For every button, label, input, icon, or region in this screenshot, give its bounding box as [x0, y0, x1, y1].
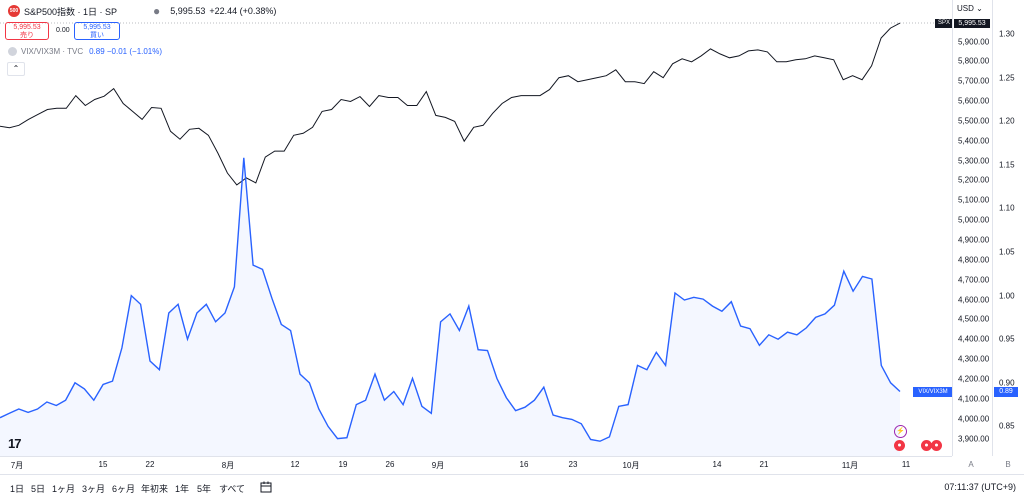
vix-legend-name: VIX/VIX3M · TVC: [21, 47, 84, 56]
range-button[interactable]: 3ヶ月: [82, 484, 106, 494]
tradingview-logo[interactable]: 17: [8, 436, 22, 451]
spx-price-line: [0, 22, 901, 186]
time-axis-tick: 26: [385, 460, 395, 469]
buy-price: 5,995.53: [83, 24, 111, 31]
spx-price-tag-value: 5,995.53: [954, 19, 990, 28]
time-axis-tick: 7月: [10, 461, 24, 470]
time-axis-tick: 9月: [431, 461, 445, 470]
left-axis-tick: 4,900.00: [958, 235, 990, 245]
left-axis-tick: 5,800.00: [958, 56, 990, 66]
left-axis-tick: 5,500.00: [958, 116, 990, 126]
price-axis-left[interactable]: USD ⌄ 5,900.00 5,800.00 5,700.00 5,600.00 5,…: [952, 0, 993, 456]
collapse-legend-icon[interactable]: ⌃: [7, 62, 25, 76]
market-status-dot: ●: [153, 4, 161, 18]
left-axis-tick: 3,900.00: [958, 434, 990, 443]
scale-b-button[interactable]: B: [1005, 460, 1011, 469]
sell-button[interactable]: 5,995.53 売り: [5, 22, 49, 40]
vix-price-tag-label: VIX/VIX3M: [913, 387, 953, 397]
sell-price: 5,995.53: [13, 24, 41, 31]
symbol-title[interactable]: S&P500指数 · 1日 · SP: [24, 6, 118, 17]
vix-price-tag-value: 0.89: [994, 387, 1018, 397]
us-flag-event-icon[interactable]: ●: [931, 440, 942, 451]
time-axis-tick: 12: [290, 460, 300, 469]
price-change: +22.44 (+0.38%): [209, 6, 277, 16]
time-axis-tick: 23: [568, 460, 578, 469]
spread-value: 0.00: [56, 27, 70, 34]
left-axis-tick: 5,900.00: [958, 37, 990, 46]
left-axis-tick: 5,000.00: [958, 215, 990, 225]
time-axis-tick: 22: [145, 460, 155, 469]
left-axis-tick: 4,100.00: [958, 394, 990, 404]
sell-label: 売り: [20, 32, 34, 39]
left-axis-tick: 4,800.00: [958, 255, 990, 265]
left-axis-tick: 4,200.00: [958, 374, 990, 384]
left-axis-tick: 5,300.00: [958, 156, 990, 166]
left-axis-tick: 4,000.00: [958, 414, 990, 424]
range-button[interactable]: 6ヶ月: [112, 484, 136, 494]
left-axis-tick: 4,500.00: [958, 314, 990, 324]
time-axis-tick: 21: [759, 460, 769, 469]
chart-area[interactable]: 500 S&P500指数 · 1日 · SP ● 5,995.53 +22.44…: [0, 0, 953, 456]
left-axis-tick: 5,700.00: [958, 76, 990, 86]
right-axis-tick: 0.95: [999, 334, 1015, 344]
us-flag-event-icon[interactable]: ●: [921, 440, 932, 451]
left-axis-tick: 4,600.00: [958, 295, 990, 305]
time-axis-tick: 11: [901, 460, 911, 469]
left-axis-tick: 5,100.00: [958, 195, 990, 205]
right-axis-tick: 1.10: [999, 203, 1015, 213]
currency-selector[interactable]: USD ⌄: [957, 4, 983, 13]
time-axis[interactable]: 7月 15 22 8月 12 19 26 9月 16 23 10月 14 21 11月 11: [0, 456, 952, 473]
left-axis-tick: 5,400.00: [958, 136, 990, 146]
right-axis-tick: 1.00: [999, 291, 1015, 301]
last-price: 5,995.53: [170, 6, 206, 16]
range-button[interactable]: 年初来: [141, 484, 169, 494]
time-axis-tick: 10月: [622, 461, 640, 470]
time-axis-tick: 16: [519, 460, 529, 469]
right-axis-tick: 1.30: [999, 29, 1015, 39]
auto-scale-button[interactable]: A: [968, 460, 974, 469]
time-axis-tick: 11月: [841, 461, 859, 470]
right-axis-tick: 0.85: [999, 421, 1015, 431]
left-axis-tick: 4,400.00: [958, 334, 990, 344]
vix-legend-values: 0.89 −0.01 (−1.01%): [89, 47, 163, 56]
bottom-toolbar: 1日 5日 1ヶ月 3ヶ月 6ヶ月 年初来 1年 5年 すべて 07:11:37 (UTC+9): [0, 474, 1024, 501]
right-axis-tick: 1.20: [999, 116, 1015, 126]
left-axis-tick: 5,600.00: [958, 96, 990, 106]
range-button[interactable]: 1ヶ月: [52, 484, 76, 494]
range-button[interactable]: 1年: [175, 484, 190, 494]
lightning-event-icon[interactable]: ⚡: [894, 425, 907, 438]
left-axis-tick: 4,700.00: [958, 275, 990, 285]
range-button[interactable]: 5日: [31, 484, 46, 494]
vix-ratio-line: [0, 157, 901, 442]
buy-label: 買い: [90, 32, 104, 39]
calendar-icon[interactable]: [260, 481, 272, 493]
chart-canvas[interactable]: [0, 0, 952, 456]
spx-logo: 500: [8, 5, 20, 17]
price-axis-right[interactable]: 1.30 1.25 1.20 1.15 1.10 1.05 1.00 0.95 0.90 0.85: [992, 0, 1024, 456]
right-axis-tick: 1.15: [999, 160, 1015, 170]
time-axis-tick: 19: [338, 460, 348, 469]
vix-legend[interactable]: VIX/VIX3M · TVC 0.89 −0.01 (−1.01%): [8, 47, 162, 56]
left-axis-tick: 5,200.00: [958, 175, 990, 185]
clock[interactable]: 07:11:37 (UTC+9): [944, 482, 1016, 492]
buy-button[interactable]: 5,995.53 買い: [74, 22, 120, 40]
right-axis-tick: 0.90: [999, 378, 1015, 388]
range-button[interactable]: すべて: [219, 484, 246, 494]
time-axis-tick: 14: [712, 460, 722, 469]
time-axis-tick: 8月: [221, 461, 235, 470]
time-axis-tick: 15: [98, 460, 108, 469]
range-button[interactable]: 1日: [10, 484, 25, 494]
right-axis-tick: 1.05: [999, 247, 1015, 257]
right-axis-tick: 1.25: [999, 73, 1015, 83]
us-flag-event-icon[interactable]: ●: [894, 440, 905, 451]
vix-area-fill: [0, 157, 900, 456]
range-button[interactable]: 5年: [197, 484, 212, 494]
legend-title: 500 S&P500指数 · 1日 · SP ● 5,995.53 +22.44…: [8, 3, 276, 19]
spx-price-tag-label: SPX: [935, 19, 953, 28]
left-axis-tick: 4,300.00: [958, 354, 990, 364]
vix-symbol-icon: [8, 47, 17, 56]
